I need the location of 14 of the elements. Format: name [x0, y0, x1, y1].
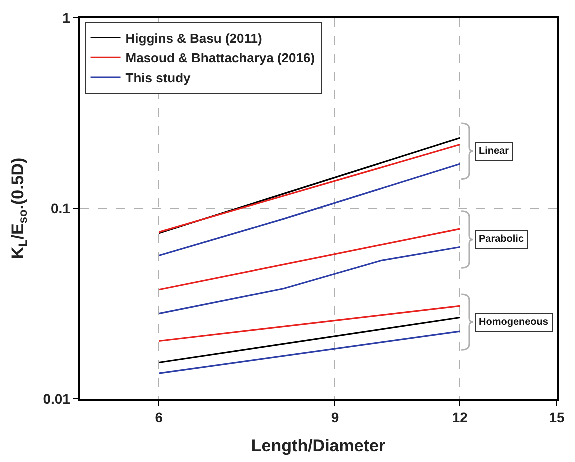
legend-label: Higgins & Basu (2011): [126, 30, 262, 46]
y-tick-label: 1: [62, 10, 71, 26]
annotation: Parabolic: [479, 234, 524, 245]
legend-label: Masoud & Bhattacharya (2016): [126, 50, 316, 66]
y-tick-label: 0.1: [50, 200, 71, 216]
x-tick-label: 12: [452, 410, 468, 426]
annotation: Linear: [479, 146, 510, 157]
annotation: Homogeneous: [479, 317, 549, 328]
x-axis-title: Length/Diameter: [251, 436, 386, 456]
y-tick-label: 0.01: [43, 390, 71, 407]
x-tick-label: 6: [155, 410, 164, 426]
x-tick-label: 15: [549, 410, 565, 426]
x-tick-label: 9: [331, 410, 340, 426]
legend-label: This study: [126, 70, 192, 86]
